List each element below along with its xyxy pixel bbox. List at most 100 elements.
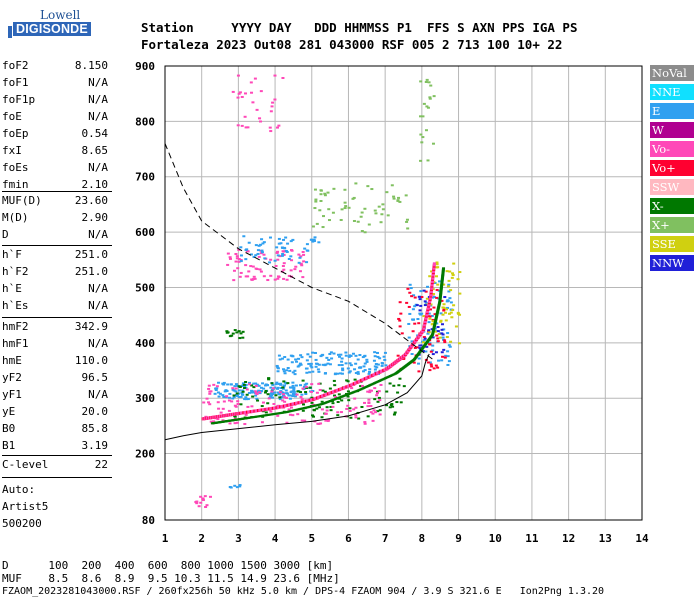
echo-point — [337, 353, 341, 356]
param-row: yE 20.0 — [2, 405, 108, 422]
echo-point — [276, 366, 280, 369]
echo-point — [321, 353, 325, 356]
legend-item: NNE — [650, 84, 694, 100]
echo-point — [313, 236, 317, 239]
echo-point — [231, 332, 235, 335]
echo-point — [434, 364, 438, 367]
echo-point — [264, 411, 268, 414]
echo-point — [268, 261, 272, 264]
echo-point — [311, 415, 315, 418]
echo-point — [282, 238, 286, 241]
echo-point — [420, 141, 424, 144]
echo-point — [423, 337, 427, 340]
echo-point — [418, 344, 422, 347]
x-trace-point — [438, 299, 442, 302]
echo-point — [221, 394, 225, 397]
echo-point — [366, 405, 370, 408]
x-trace-point — [434, 316, 438, 319]
echo-point — [274, 383, 278, 386]
echo-point — [298, 256, 302, 259]
echo-point — [412, 294, 416, 297]
electron-density-profile-curve — [164, 353, 430, 441]
echo-point — [381, 208, 385, 211]
echo-point — [256, 249, 260, 252]
echo-point — [261, 242, 265, 245]
echo-point — [439, 320, 443, 323]
echo-point — [274, 264, 278, 267]
echo-point — [288, 394, 292, 397]
echo-point — [255, 383, 259, 386]
echo-point — [252, 255, 256, 258]
param-value: 96.5 — [81, 371, 109, 384]
echo-point — [283, 356, 287, 359]
echo-point — [240, 95, 244, 98]
echo-point — [445, 336, 449, 339]
echo-point — [424, 129, 428, 132]
x-trace-point — [431, 329, 435, 332]
y-tick-label: 500 — [135, 281, 155, 294]
echo-point — [451, 273, 455, 276]
echo-point — [329, 351, 333, 354]
echo-point — [422, 289, 426, 292]
echo-point — [275, 126, 279, 129]
echo-point — [340, 208, 344, 211]
echo-point — [229, 486, 233, 489]
echo-point — [304, 391, 308, 394]
echo-point — [413, 322, 417, 325]
echo-point — [282, 262, 286, 265]
echo-point — [304, 392, 308, 395]
echo-point — [303, 419, 307, 422]
echo-point — [331, 405, 335, 408]
echo-point — [291, 384, 295, 387]
echo-point — [438, 336, 442, 339]
echo-point — [228, 392, 232, 395]
echo-point — [450, 316, 454, 319]
echo-point — [415, 346, 419, 349]
echo-point — [278, 396, 282, 399]
echo-point — [262, 253, 266, 256]
echo-point — [302, 253, 306, 256]
echo-point — [260, 405, 264, 408]
echo-point — [284, 236, 288, 239]
echo-point — [416, 318, 420, 321]
echo-point — [396, 199, 400, 202]
echo-point — [214, 388, 218, 391]
echo-point — [311, 414, 315, 417]
param-value: N/A — [88, 110, 108, 123]
echo-point — [407, 336, 411, 339]
echo-point — [424, 80, 428, 83]
echo-point — [346, 390, 350, 393]
echo-point — [323, 390, 327, 393]
echo-point — [328, 352, 332, 355]
echo-point — [327, 418, 331, 421]
echo-point — [323, 192, 327, 195]
echo-point — [254, 384, 258, 387]
echo-point — [233, 415, 237, 418]
echo-point — [422, 341, 426, 344]
echo-point — [285, 278, 289, 281]
echo-point — [287, 408, 291, 411]
echo-point — [420, 312, 424, 315]
echo-point — [343, 207, 347, 210]
echo-point — [440, 323, 444, 326]
echo-point — [340, 372, 344, 375]
param-value: 251.0 — [74, 265, 108, 278]
echo-point — [226, 252, 230, 255]
echo-point — [309, 364, 313, 367]
param-row: foF1p N/A — [2, 93, 108, 110]
echo-point — [227, 396, 231, 399]
echo-point — [300, 264, 304, 267]
echo-point — [442, 303, 446, 306]
echo-point — [431, 288, 435, 291]
echo-point — [221, 407, 225, 410]
echo-point — [241, 330, 245, 333]
echo-point — [458, 292, 462, 295]
param-row: yF1 N/A — [2, 388, 108, 405]
echo-point — [319, 200, 323, 203]
echo-point — [320, 400, 324, 403]
echo-point — [246, 126, 250, 129]
echo-point — [429, 350, 433, 353]
echo-point — [435, 296, 439, 299]
echo-point — [321, 389, 325, 392]
legend-item: X+ — [650, 217, 694, 233]
